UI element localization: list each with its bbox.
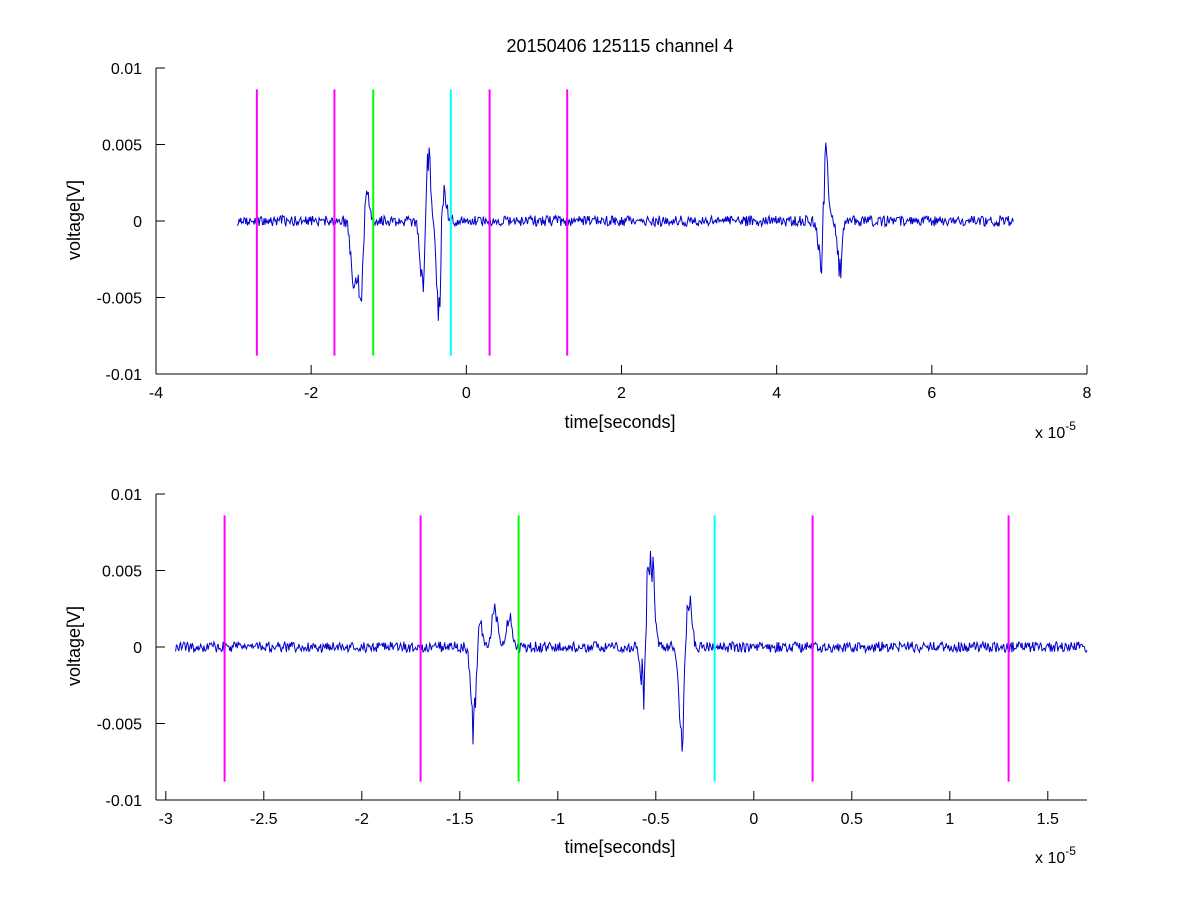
y-tick-label: -0.005 bbox=[97, 291, 142, 308]
signal-trace bbox=[175, 550, 1088, 752]
x-tick-label: -2 bbox=[355, 811, 369, 828]
bottom-xlabel: time[seconds] bbox=[564, 837, 675, 857]
y-tick-label: 0.005 bbox=[102, 138, 142, 155]
x-tick-label: -1 bbox=[551, 811, 565, 828]
y-tick-label: 0.01 bbox=[111, 487, 142, 504]
figure-title: 20150406 125115 channel 4 bbox=[507, 36, 734, 56]
x-tick-label: -2.5 bbox=[250, 811, 278, 828]
top-x-exponent: x 10-5 bbox=[1035, 419, 1076, 442]
y-tick-label: 0 bbox=[133, 214, 142, 231]
bottom-ylabel: voltage[V] bbox=[64, 606, 84, 686]
bottom-subplot: -3 -2.5 -2 -1.5 -1 -0.5 0 0.5 1 1.5 -0.01 -0.005 0 0.… bbox=[97, 487, 1088, 828]
x-tick-label: -4 bbox=[149, 385, 163, 402]
y-tick-label: -0.01 bbox=[106, 793, 143, 810]
signal-trace bbox=[237, 142, 1014, 321]
x-tick-label: 8 bbox=[1083, 385, 1092, 402]
top-ylabel: voltage[V] bbox=[64, 180, 84, 260]
y-tick-label: -0.01 bbox=[106, 367, 143, 384]
x-tick-label: 0 bbox=[749, 811, 758, 828]
x-tick-label: 1 bbox=[945, 811, 954, 828]
x-tick-label: 6 bbox=[927, 385, 936, 402]
x-tick-label: -0.5 bbox=[642, 811, 670, 828]
y-tick-label: 0 bbox=[133, 640, 142, 657]
y-tick-label: -0.005 bbox=[97, 717, 142, 734]
x-tick-label: -1.5 bbox=[446, 811, 474, 828]
x-tick-label: 0 bbox=[462, 385, 471, 402]
x-tick-label: -2 bbox=[304, 385, 318, 402]
x-tick-label: 0.5 bbox=[841, 811, 863, 828]
y-tick-label: 0.01 bbox=[111, 61, 142, 78]
x-tick-label: 2 bbox=[617, 385, 626, 402]
x-tick-label: 4 bbox=[772, 385, 781, 402]
y-tick-label: 0.005 bbox=[102, 564, 142, 581]
top-xlabel: time[seconds] bbox=[564, 412, 675, 432]
x-tick-label: 1.5 bbox=[1037, 811, 1059, 828]
top-subplot: -4 -2 0 2 4 6 8 -0.01 -0.005 0 0.005 0.01 bbox=[97, 61, 1092, 402]
bottom-x-exponent: x 10-5 bbox=[1035, 844, 1076, 867]
x-tick-label: -3 bbox=[159, 811, 173, 828]
